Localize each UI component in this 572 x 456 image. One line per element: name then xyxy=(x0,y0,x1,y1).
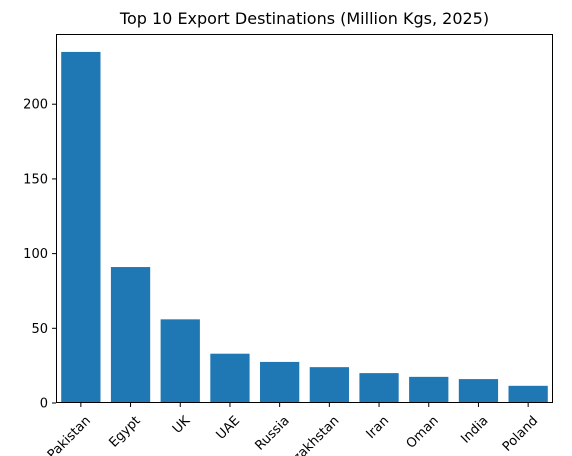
y-tick-label: 0 xyxy=(40,397,48,412)
bar-pakistan xyxy=(61,51,101,404)
y-tick-label: 100 xyxy=(23,247,48,262)
x-tick-label: UK xyxy=(170,413,194,437)
x-tick-label: Iran xyxy=(364,413,393,442)
x-tick-label: Pakistan xyxy=(45,413,94,456)
bar-india xyxy=(458,379,499,403)
bar-russia xyxy=(260,361,300,403)
bar-egypt xyxy=(110,267,151,403)
bar-oman xyxy=(409,376,449,403)
x-tick-label: UAE xyxy=(214,413,243,442)
bars-group xyxy=(61,51,548,404)
x-tick-label: India xyxy=(458,413,491,446)
bar-kazakhstan xyxy=(309,367,349,403)
x-tick-label: Egypt xyxy=(106,413,143,450)
x-tick-label: Oman xyxy=(404,413,442,451)
y-tick-label: 50 xyxy=(31,322,48,337)
chart-title: Top 10 Export Destinations (Million Kgs,… xyxy=(119,9,489,28)
y-tick-label: 150 xyxy=(23,172,48,187)
bar-poland xyxy=(508,385,548,403)
bar-uk xyxy=(160,319,200,403)
plot-frame xyxy=(56,34,553,403)
y-tick-label: 200 xyxy=(23,98,48,113)
bar-iran xyxy=(359,373,399,403)
x-tick-label: Poland xyxy=(500,413,541,454)
bar-uae xyxy=(210,353,250,403)
y-axis: 0 50 100 150 200 xyxy=(23,98,56,412)
x-tick-label: Russia xyxy=(253,413,293,453)
